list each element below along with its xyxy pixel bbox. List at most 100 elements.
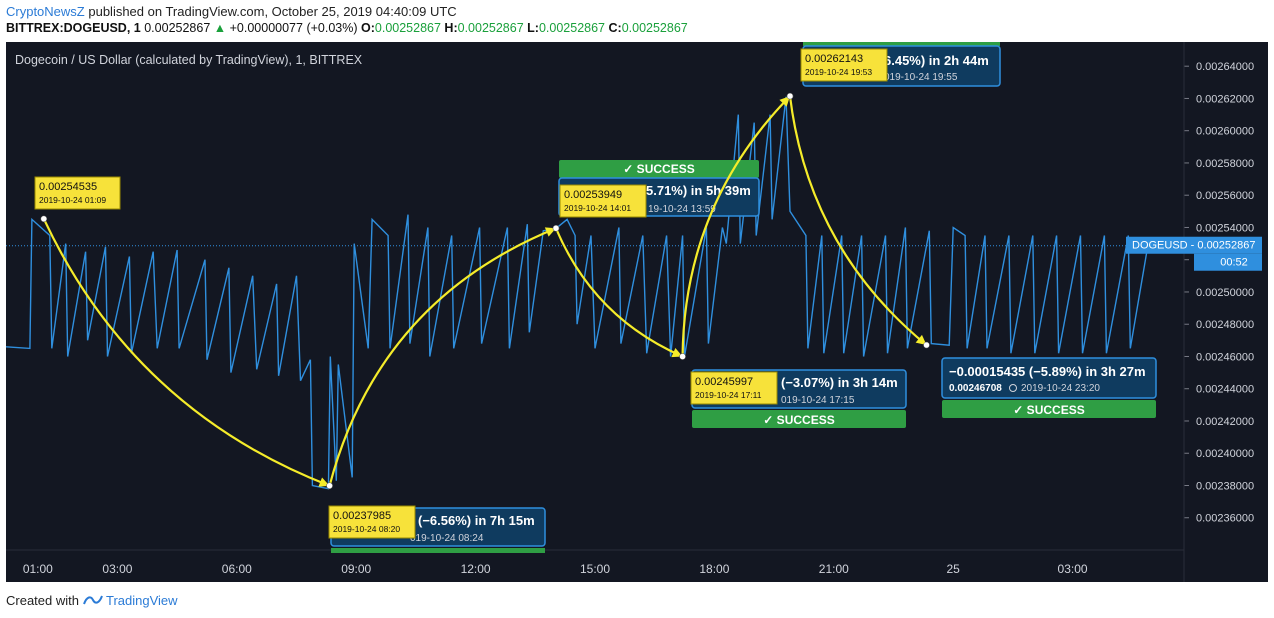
x-tick-label: 21:00 (819, 562, 849, 576)
price-label-5-date: 2019-10-24 19:53 (805, 67, 872, 77)
tradingview-link[interactable]: TradingView (106, 593, 178, 608)
projection-arrow (554, 227, 683, 358)
projection-arrow (681, 95, 791, 357)
last-price-tag: DOGEUSD - 0.00252867 00:52 (1126, 236, 1262, 271)
up-arrow-icon: ▲ (213, 21, 227, 35)
y-tick-label: 0.00242000 (1196, 416, 1254, 428)
x-tick-label: 03:00 (1058, 562, 1088, 576)
anchor-point[interactable] (786, 92, 794, 100)
brand-link[interactable]: CryptoNewsZ (6, 4, 85, 19)
x-tick-label: 09:00 (341, 562, 371, 576)
y-tick-label: 0.00262000 (1196, 93, 1254, 105)
y-tick-label: 0.00246000 (1196, 351, 1254, 363)
success-bar-partial-1 (331, 548, 545, 553)
price-change: +0.00000077 (+0.03%) (229, 21, 358, 35)
last-price-text: DOGEUSD - 0.00252867 (1132, 240, 1256, 252)
projection-arrow (788, 96, 928, 346)
arrowhead (915, 334, 927, 346)
success-bar-5: ✓ SUCCESS (942, 400, 1156, 418)
low-value: 0.00252867 (538, 21, 606, 35)
x-tick-label: 25 (946, 562, 960, 576)
anchor-point[interactable] (40, 215, 48, 223)
change-price-5: 0.00246708 (949, 383, 1002, 394)
projection-arrow (328, 227, 557, 487)
change-date-5: 2019-10-24 23:20 (1021, 383, 1100, 394)
last-price: 0.00252867 (144, 21, 211, 35)
anchor-point[interactable] (326, 482, 333, 489)
open-value: 0.00252867 (374, 21, 441, 35)
price-label-1-price: 0.00254535 (39, 181, 97, 193)
change-text-1: (−6.56%) in 7h 15m (418, 513, 535, 528)
anchor-point[interactable] (923, 341, 930, 349)
price-label-4: 0.00245997 2019-10-24 17:11 (690, 371, 778, 405)
chart-panel[interactable]: 0.00236000 0.00238000 0.00240000 0.00242000… (6, 42, 1268, 582)
ohlc-line: BITTREX:DOGEUSD, 1 0.00252867 ▲ +0.00000… (6, 21, 688, 35)
chart-title: Dogecoin / US Dollar (calculated by Trad… (15, 53, 363, 67)
x-tick-label: 12:00 (461, 562, 491, 576)
y-tick-label: 0.00248000 (1196, 319, 1254, 331)
publish-text: published on TradingView.com, October 25… (84, 4, 457, 19)
anchor-point[interactable] (552, 225, 560, 232)
close-value: 0.00252867 (621, 21, 688, 35)
last-price-countdown: 00:52 (1220, 257, 1248, 269)
success-bar-partial-4 (803, 42, 1000, 46)
x-tick-label: 03:00 (102, 562, 132, 576)
price-label-2-date: 2019-10-24 08:20 (333, 524, 400, 534)
y-tick-label: 0.00258000 (1196, 158, 1254, 170)
y-tick-label: 0.00236000 (1196, 513, 1254, 525)
x-tick-label: 18:00 (699, 562, 729, 576)
x-tick-label: 01:00 (23, 562, 53, 576)
symbol-label: BITTREX:DOGEUSD, 1 (6, 21, 141, 35)
price-label-4-price: 0.00245997 (695, 376, 753, 388)
price-label-1-date: 2019-10-24 01:09 (39, 195, 106, 205)
price-label-3-date: 2019-10-24 14:01 (564, 203, 631, 213)
change-text-2: 5.71%) in 5h 39m (646, 183, 751, 198)
projection-arrow (42, 218, 330, 487)
created-with-text: Created with (6, 593, 79, 608)
change-date-4: 019-10-24 19:55 (884, 72, 958, 83)
price-label-2-price: 0.00237985 (333, 510, 391, 522)
publish-line: CryptoNewsZ published on TradingView.com… (6, 4, 457, 19)
price-series-line (6, 96, 1184, 490)
anchor-point[interactable] (679, 353, 686, 360)
x-axis: 01:00 03:00 06:00 09:00 12:00 15:00 18:00 21:00… (23, 562, 1088, 576)
success-label: ✓ SUCCESS (1013, 403, 1084, 417)
change-text-5: −0.00015435 (−5.89%) in 3h 27m (949, 364, 1146, 379)
price-chart[interactable]: 0.00236000 0.00238000 0.00240000 0.00242000… (6, 42, 1268, 582)
change-date-2: 19-10-24 13:59 (648, 204, 716, 215)
close-label: C: (608, 21, 622, 35)
price-label-1: 0.00254535 2019-10-24 01:09 (34, 176, 121, 210)
high-value: 0.00252867 (457, 21, 524, 35)
y-tick-label: 0.00250000 (1196, 287, 1254, 299)
change-box-5: −0.00015435 (−5.89%) in 3h 27m 0.0024670… (941, 357, 1157, 399)
y-tick-label: 0.00260000 (1196, 126, 1254, 138)
y-tick-label: 0.00264000 (1196, 61, 1254, 73)
price-label-2: 0.00237985 2019-10-24 08:20 (328, 505, 416, 539)
price-label-3: 0.00253949 2019-10-24 14:01 (559, 184, 647, 218)
y-tick-label: 0.00244000 (1196, 384, 1254, 396)
price-label-5-price: 0.00262143 (805, 53, 863, 65)
y-tick-label: 0.00256000 (1196, 190, 1254, 202)
success-label: ✓ SUCCESS (763, 413, 834, 427)
price-label-3-price: 0.00253949 (564, 189, 622, 201)
change-text-3: (−3.07%) in 3h 14m (781, 375, 898, 390)
tradingview-logo-icon (82, 593, 106, 608)
arrowhead (779, 96, 791, 107)
high-label: H: (444, 21, 458, 35)
y-tick-label: 0.00238000 (1196, 480, 1254, 492)
low-label: L: (527, 21, 539, 35)
open-label: O: (361, 21, 375, 35)
arrow-layer (40, 92, 930, 489)
footer: Created with TradingView (6, 593, 178, 608)
success-label: ✓ SUCCESS (623, 162, 694, 176)
y-tick-label: 0.00240000 (1196, 448, 1254, 460)
change-text-4: 6.45%) in 2h 44m (884, 53, 989, 68)
x-tick-label: 15:00 (580, 562, 610, 576)
success-bar-3: ✓ SUCCESS (692, 410, 906, 428)
y-tick-label: 0.00254000 (1196, 222, 1254, 234)
change-date-1: 019-10-24 08:24 (410, 533, 484, 544)
success-bar-2: ✓ SUCCESS (559, 160, 759, 178)
clock-icon (1009, 384, 1017, 392)
y-axis: 0.00236000 0.00238000 0.00240000 0.00242000… (1184, 61, 1254, 525)
price-label-4-date: 2019-10-24 17:11 (695, 390, 762, 400)
